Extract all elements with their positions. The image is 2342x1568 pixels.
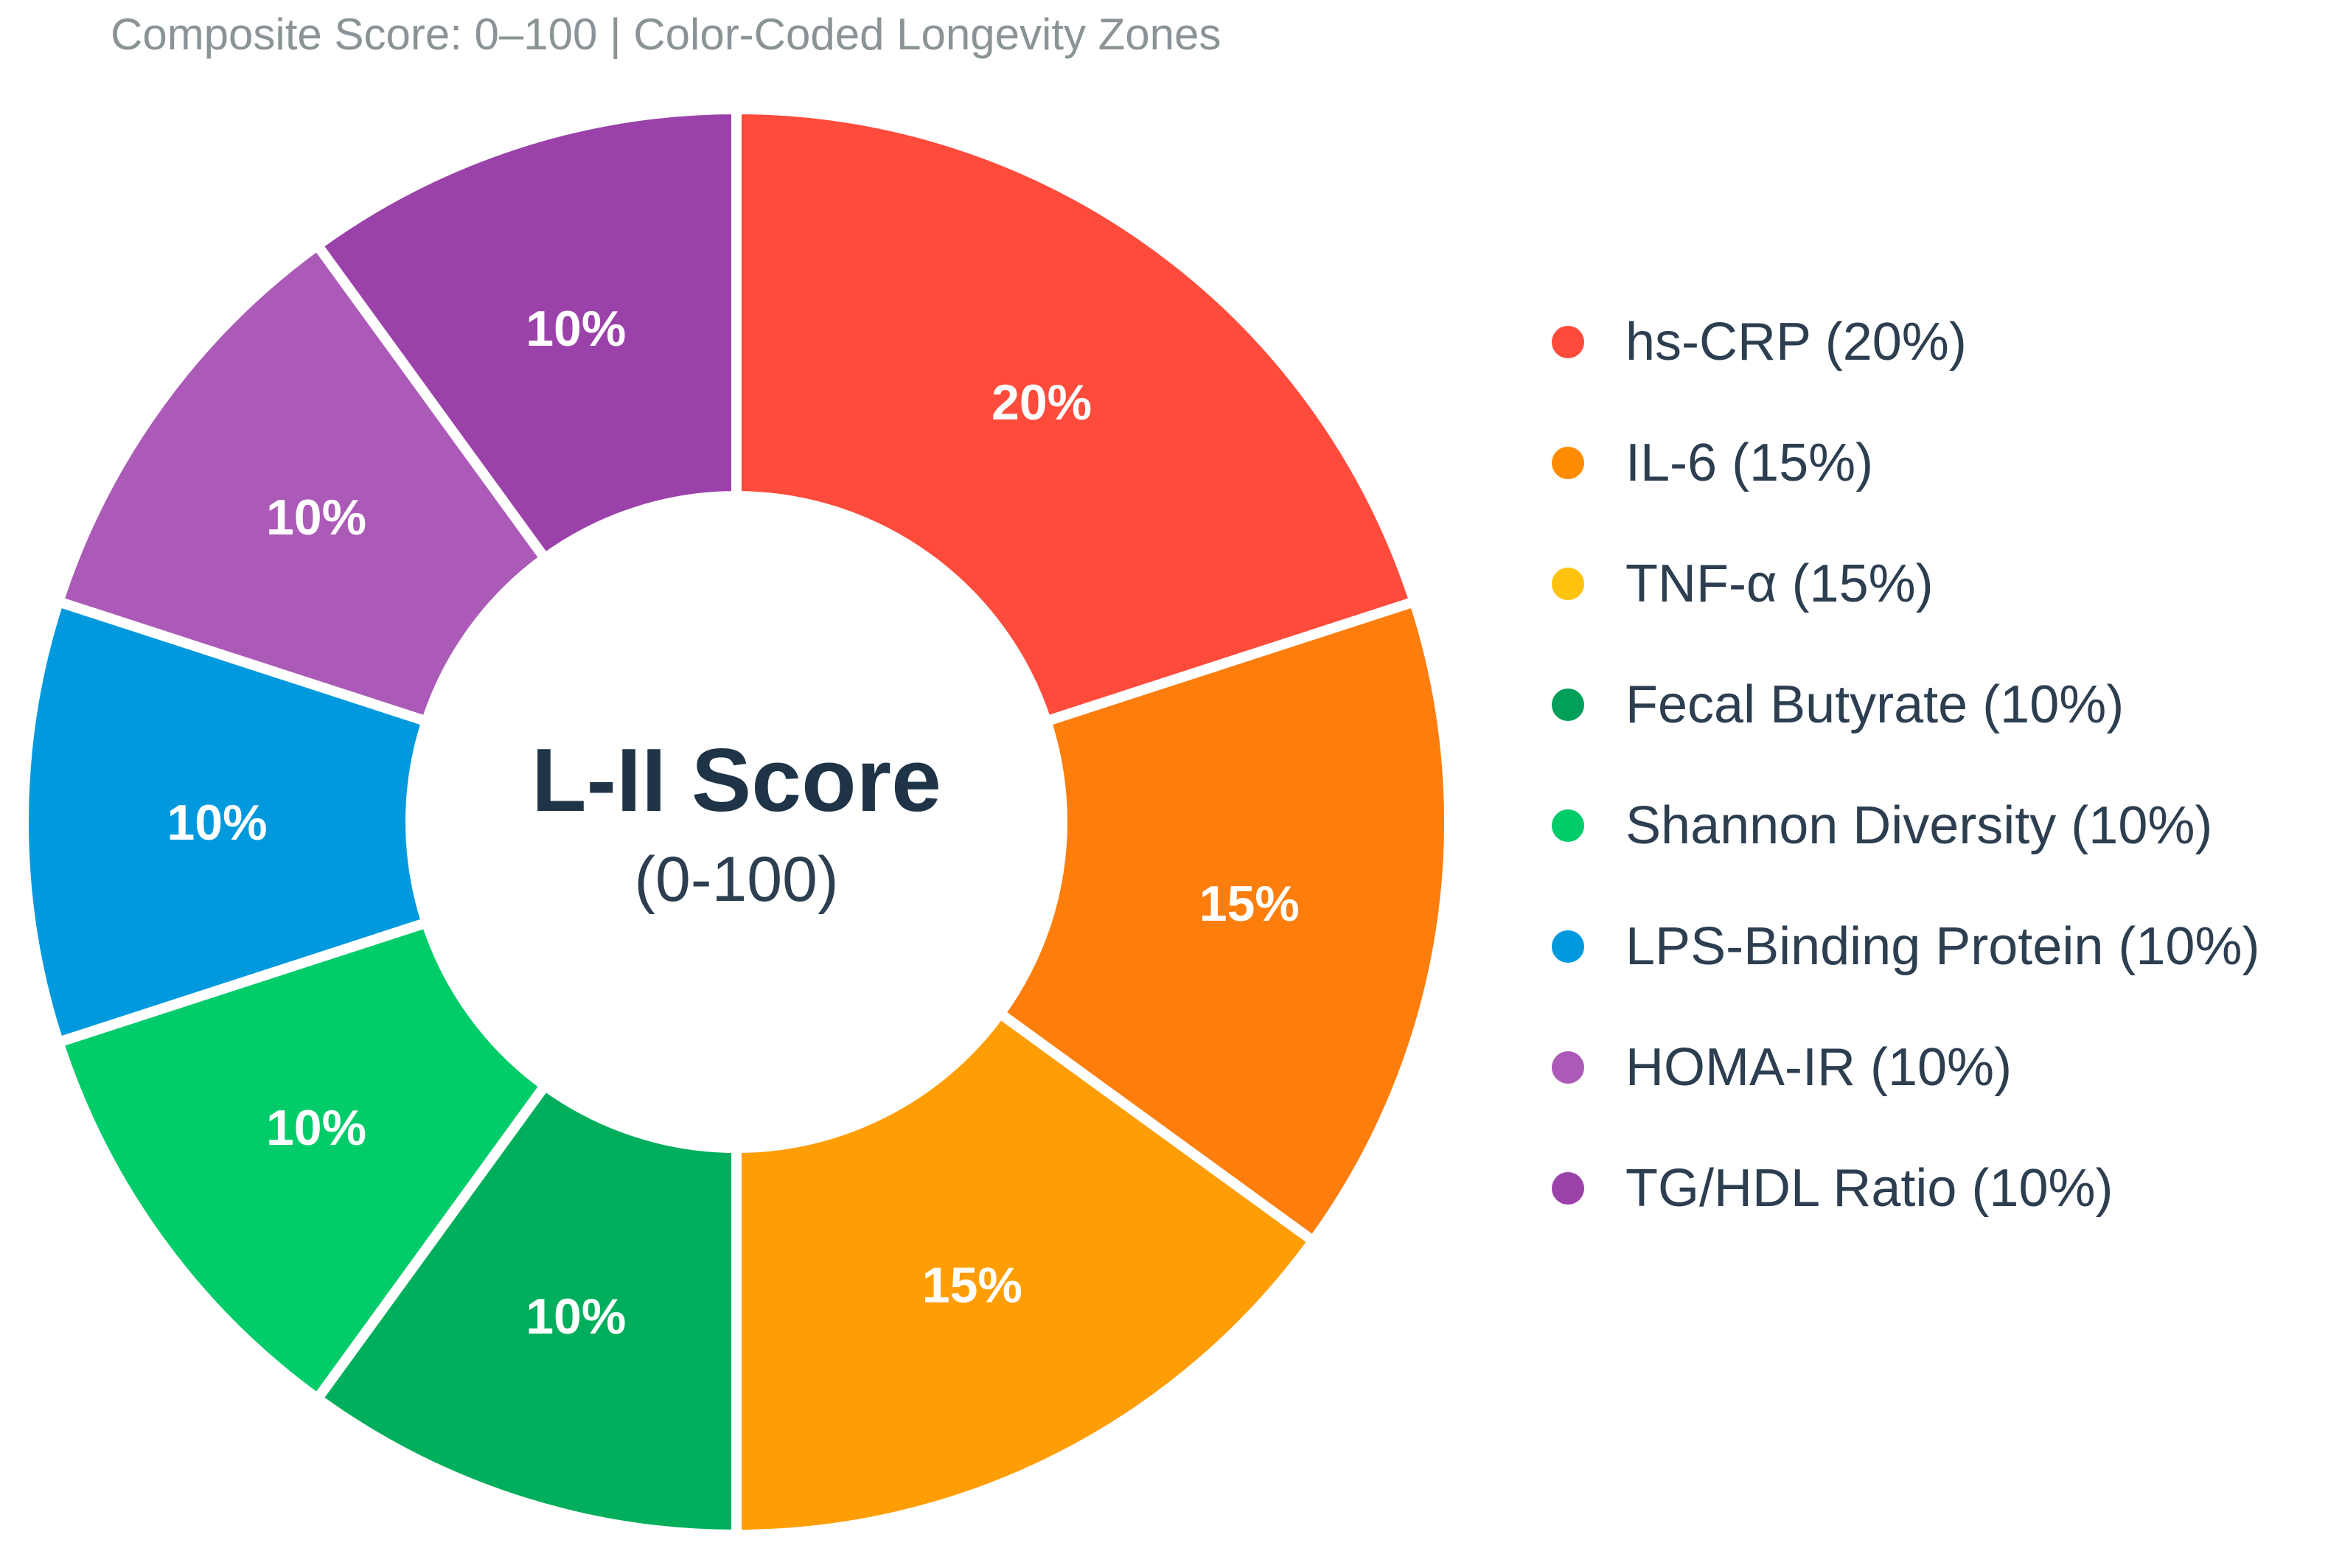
legend-marker-icon bbox=[1552, 809, 1584, 842]
slice-il-6 bbox=[992, 595, 1454, 1249]
legend-marker-icon bbox=[1552, 326, 1584, 358]
legend-item[interactable]: TNF-α (15%) bbox=[1552, 551, 1934, 617]
slice-lps-binding-protein bbox=[18, 595, 433, 1049]
slice-homa-ir bbox=[52, 237, 552, 728]
data-label: 10% bbox=[266, 1100, 366, 1156]
slice-hs-crp bbox=[731, 103, 1421, 728]
data-label: 15% bbox=[922, 1258, 1022, 1314]
legend-marker-icon bbox=[1552, 568, 1584, 600]
legend-marker-icon bbox=[1552, 1051, 1584, 1084]
donut-chart: 20% 15% 15% 10% 10% 10% 10% 10% L-II Score (0-1… bbox=[18, 103, 1454, 1541]
legend-marker-icon bbox=[1552, 689, 1584, 721]
slice-fecal-butyrate bbox=[310, 1078, 742, 1541]
legend-marker-icon bbox=[1552, 1172, 1584, 1205]
legend-label: LPS-Binding Protein (10%) bbox=[1625, 917, 2260, 976]
legend-label: HOMA-IR (10%) bbox=[1625, 1038, 2012, 1097]
data-labels: 20% 15% 15% 10% 10% 10% 10% 10% bbox=[167, 301, 1299, 1345]
center-subtitle: (0-100) bbox=[634, 844, 838, 915]
legend-label: Shannon Diversity (10%) bbox=[1625, 796, 2213, 855]
legend-label: hs-CRP (20%) bbox=[1625, 313, 1967, 372]
legend-item[interactable]: IL-6 (15%) bbox=[1552, 430, 1873, 496]
slice-tnf- bbox=[731, 1006, 1321, 1541]
data-label: 10% bbox=[266, 489, 366, 546]
data-label: 15% bbox=[1199, 876, 1300, 932]
legend-item[interactable]: hs-CRP (20%) bbox=[1552, 309, 1967, 375]
legend-label: TG/HDL Ratio (10%) bbox=[1625, 1159, 2113, 1218]
legend-marker-icon bbox=[1552, 447, 1584, 479]
data-label: 10% bbox=[526, 301, 626, 357]
slice-shannon-diversity bbox=[52, 916, 552, 1407]
legend-label: TNF-α (15%) bbox=[1625, 554, 1934, 613]
slices bbox=[18, 103, 1454, 1541]
data-label: 20% bbox=[991, 374, 1092, 431]
center-title: L-II Score bbox=[532, 730, 941, 830]
data-label: 10% bbox=[167, 795, 267, 851]
data-label: 10% bbox=[526, 1289, 626, 1345]
legend-marker-icon bbox=[1552, 930, 1584, 963]
legend-item[interactable]: HOMA-IR (10%) bbox=[1552, 1034, 2012, 1101]
chart-subtitle: Composite Score: 0–100 | Color-Coded Lon… bbox=[111, 10, 1221, 59]
legend-item[interactable]: Fecal Butyrate (10%) bbox=[1552, 672, 2124, 738]
legend-label: IL-6 (15%) bbox=[1625, 433, 1874, 492]
slice-tg-hdl-ratio bbox=[310, 103, 742, 566]
legend-label: Fecal Butyrate (10%) bbox=[1625, 675, 2125, 734]
legend-item[interactable]: Shannon Diversity (10%) bbox=[1552, 792, 2212, 859]
legend-item[interactable]: LPS-Binding Protein (10%) bbox=[1552, 913, 2259, 980]
legend-item[interactable]: TG/HDL Ratio (10%) bbox=[1552, 1155, 2113, 1222]
